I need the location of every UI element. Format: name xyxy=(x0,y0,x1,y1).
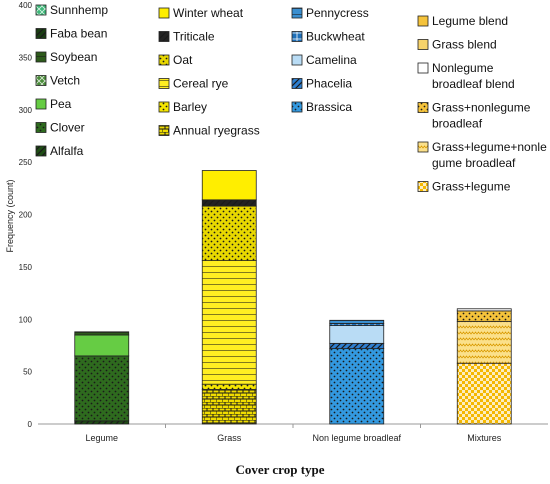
legend-label: Pennycress xyxy=(306,6,369,20)
legend-label: Phacelia xyxy=(306,77,352,91)
legend-label: Camelina xyxy=(306,53,357,67)
legend-swatch xyxy=(158,54,170,66)
bar-segment xyxy=(74,420,130,425)
legend-label: Sunnhemp xyxy=(50,3,108,17)
legend-swatch xyxy=(291,101,303,113)
legend-label: Soybean xyxy=(50,50,97,64)
bar-segment xyxy=(201,260,257,385)
legend-swatch xyxy=(417,102,429,113)
legend-label: Pea xyxy=(50,97,72,111)
legend-swatch xyxy=(158,7,170,19)
legend-swatch xyxy=(417,141,429,153)
legend-label: Oat xyxy=(173,53,193,67)
x-tick-label: Mixtures xyxy=(467,433,502,443)
legend-swatch xyxy=(35,51,47,63)
y-tick-label: 300 xyxy=(19,106,33,115)
legend-swatch xyxy=(158,31,170,42)
legend-swatch xyxy=(291,7,303,19)
y-tick-label: 350 xyxy=(19,53,33,62)
legend-swatch xyxy=(35,98,47,110)
bar-segment xyxy=(74,331,130,336)
y-axis-label: Frequency (count) xyxy=(5,179,15,252)
bar-segment xyxy=(329,348,385,425)
legend: Sunnhemp Faba bean Soybean Vetch Pea Clover Al… xyxy=(35,3,547,194)
legend-swatch xyxy=(291,78,303,89)
x-tick-label: Legume xyxy=(85,433,118,443)
y-tick-label: 200 xyxy=(19,211,33,220)
y-tick-label: 100 xyxy=(19,315,33,324)
legend-swatch xyxy=(35,28,47,39)
bar-segment xyxy=(456,362,512,425)
legend-swatch xyxy=(158,78,170,89)
legend-swatch xyxy=(158,125,170,136)
legend-label: Annual ryegrass xyxy=(173,124,260,138)
legend-swatch xyxy=(417,62,429,74)
legend-label: Clover xyxy=(50,121,85,135)
legend-label: Winter wheat xyxy=(173,6,244,20)
legend-label: Faba bean xyxy=(50,27,107,41)
bars xyxy=(74,170,512,425)
y-tick-label: 150 xyxy=(19,263,33,272)
legend-swatch xyxy=(417,15,429,27)
x-tick-label: Non legume broadleaf xyxy=(312,433,401,443)
legend-swatch xyxy=(158,101,170,113)
y-tick-label: 400 xyxy=(19,1,33,10)
legend-swatch xyxy=(291,54,303,66)
legend-label: Vetch xyxy=(50,74,80,88)
bar-segment xyxy=(201,389,257,425)
legend-label: Buckwheat xyxy=(306,30,365,44)
legend-label: Grass blend xyxy=(432,38,497,52)
y-tick-label: 250 xyxy=(19,158,33,167)
legend-label: Nonlegume broadleaf blend xyxy=(432,61,515,91)
legend-label: Cereal rye xyxy=(173,77,229,91)
bar-segment xyxy=(201,170,257,201)
legend-label: Triticale xyxy=(173,30,215,44)
bar-segment xyxy=(456,310,512,322)
legend-swatch xyxy=(417,181,429,192)
legend-label: Legume blend xyxy=(432,14,508,28)
legend-label: Grass+nonlegume broadleaf xyxy=(432,101,531,131)
legend-swatch xyxy=(291,31,303,42)
x-tick-label: Grass xyxy=(217,433,242,443)
bar-segment xyxy=(74,355,130,422)
legend-label: Brassica xyxy=(306,100,352,114)
legend-label: Barley xyxy=(173,100,207,114)
legend-label: Grass+legume xyxy=(432,180,511,194)
legend-swatch xyxy=(35,75,47,86)
bar-segment xyxy=(201,205,257,261)
legend-swatch xyxy=(35,4,47,16)
x-axis-label: Cover crop type xyxy=(235,462,324,477)
legend-swatch xyxy=(35,145,47,157)
bar-segment xyxy=(329,342,385,349)
bar-segment xyxy=(201,199,257,207)
y-tick-label: 0 xyxy=(28,420,33,429)
bar-segment xyxy=(456,320,512,364)
bar-segment xyxy=(456,308,512,312)
bar-segment xyxy=(329,319,385,324)
legend-label: Alfalfa xyxy=(50,144,84,158)
bar-segment xyxy=(74,334,130,357)
legend-label: Grass+legume+nonle gume broadleaf xyxy=(432,140,547,170)
y-tick-label: 50 xyxy=(23,368,32,377)
bar-segment xyxy=(201,383,257,390)
legend-swatch xyxy=(417,39,429,50)
bar-segment xyxy=(329,325,385,344)
legend-swatch xyxy=(35,122,47,133)
